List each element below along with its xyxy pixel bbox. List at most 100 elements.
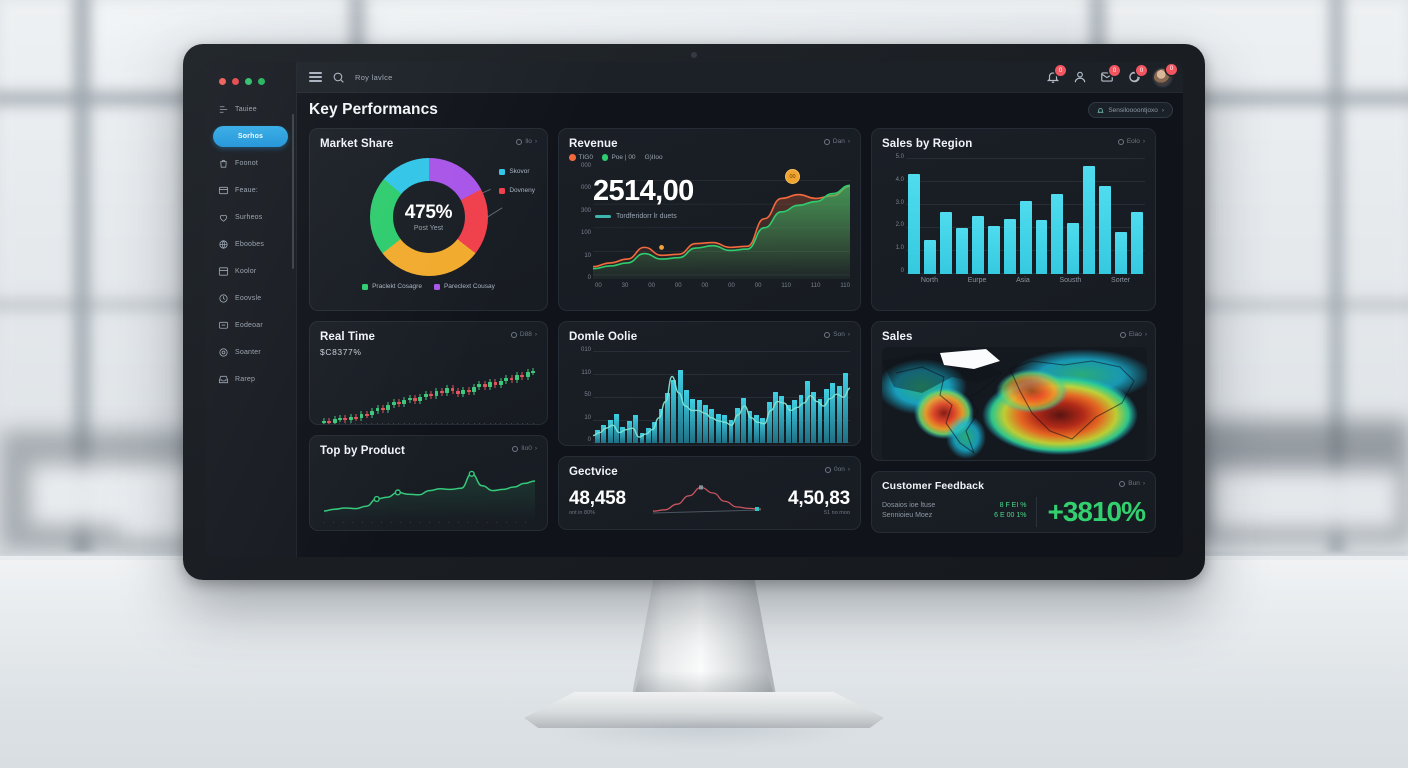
bar[interactable] — [664, 393, 670, 443]
candle — [498, 371, 503, 423]
sidebar-scrollbar[interactable] — [292, 114, 294, 269]
card-more-button[interactable]: Dan › — [823, 138, 850, 145]
bar[interactable] — [633, 415, 639, 443]
bar[interactable] — [792, 400, 797, 443]
bar[interactable] — [830, 382, 836, 443]
bar[interactable] — [652, 422, 658, 443]
bar[interactable] — [696, 400, 702, 443]
sidebar-item-eboobes[interactable]: Eboobes — [213, 234, 288, 255]
column-right: Sales by Region Eolo › 5.0 4.0 3.0 2.0 1.0 0 — [871, 128, 1156, 533]
bar[interactable] — [779, 396, 785, 443]
bar[interactable] — [1019, 201, 1032, 274]
card-more-button[interactable]: Elao › — [1119, 331, 1147, 338]
bar[interactable] — [939, 212, 952, 274]
zoom-dot[interactable] — [245, 78, 252, 85]
search-input[interactable]: Roy lavlce — [355, 72, 393, 82]
bar[interactable] — [1131, 212, 1144, 274]
sidebar-item-eoovsle[interactable]: Eoovsle — [213, 288, 288, 309]
bar[interactable] — [1115, 232, 1128, 274]
close-dot[interactable] — [219, 78, 226, 85]
page-action-button[interactable]: Sensiloooontjoxo › — [1088, 102, 1173, 118]
chevron-right-icon: › — [1142, 480, 1145, 487]
bar[interactable] — [703, 404, 708, 443]
gridline — [593, 420, 850, 421]
sidebar-item-foonot[interactable]: Foonot — [213, 153, 288, 174]
sidebar-item-eodeoar[interactable]: Eodeoar — [213, 315, 288, 336]
bar[interactable] — [843, 372, 848, 443]
bar[interactable] — [607, 419, 613, 443]
sidebar-item-soanter[interactable]: Soanter — [213, 342, 288, 363]
bar[interactable] — [734, 407, 740, 443]
hamburger-icon[interactable] — [309, 72, 322, 82]
bar[interactable] — [987, 226, 1000, 274]
circle-icon — [823, 138, 830, 145]
chart-marker[interactable]: 00 — [785, 169, 800, 184]
bar[interactable] — [1035, 219, 1048, 274]
bar[interactable] — [760, 418, 766, 443]
card-more-button[interactable]: Eolo › — [1117, 138, 1145, 145]
bar[interactable] — [684, 390, 689, 443]
mail-icon[interactable]: 0 — [1100, 65, 1120, 84]
bar[interactable] — [601, 424, 607, 443]
x-tick: E0 — [843, 445, 850, 446]
bar[interactable] — [677, 369, 683, 443]
bar[interactable] — [747, 410, 753, 443]
bar[interactable] — [715, 413, 721, 443]
bar[interactable] — [766, 401, 772, 443]
bar[interactable] — [798, 394, 804, 443]
bell-icon[interactable]: 0 — [1046, 65, 1066, 84]
sidebar-item-tauiee[interactable]: Tauiee — [213, 99, 288, 120]
avatar[interactable]: 0 — [1154, 63, 1177, 86]
bar[interactable] — [690, 399, 696, 443]
candle-body — [423, 393, 428, 397]
bar[interactable] — [908, 174, 920, 274]
card-more-button[interactable]: Son › — [824, 331, 850, 338]
bar[interactable] — [639, 432, 645, 443]
bar[interactable] — [645, 428, 651, 443]
card-title: Revenue — [569, 138, 618, 150]
sidebar-item-koolor[interactable]: Koolor — [213, 261, 288, 282]
bar[interactable] — [836, 385, 842, 443]
bar[interactable] — [1003, 219, 1016, 274]
minimize-dot[interactable] — [232, 78, 239, 85]
search-icon[interactable] — [332, 71, 345, 84]
card-more-button[interactable]: 0on › — [824, 466, 850, 473]
revenue-inline-legend: Tordferidorr lr duets — [595, 213, 677, 220]
bar[interactable] — [811, 391, 817, 443]
bar[interactable] — [1067, 223, 1080, 274]
extra-dot[interactable] — [258, 78, 265, 85]
bar[interactable] — [658, 409, 664, 443]
card-more-button[interactable]: D88 › — [510, 331, 537, 338]
bar[interactable] — [823, 388, 829, 443]
sidebar-item-sorhos[interactable]: Sorhos — [213, 126, 288, 147]
bar[interactable] — [753, 415, 759, 443]
bar[interactable] — [971, 216, 984, 274]
bar[interactable] — [785, 404, 791, 443]
bar[interactable] — [1051, 194, 1064, 274]
bar[interactable] — [955, 228, 968, 274]
user-icon[interactable] — [1073, 70, 1087, 84]
bar[interactable] — [741, 397, 747, 443]
card-more-button[interactable]: lIo0 › — [512, 445, 537, 452]
bar[interactable] — [626, 421, 632, 443]
card-more-button[interactable]: llo › — [516, 138, 537, 145]
bar[interactable] — [722, 415, 728, 443]
bar[interactable] — [923, 239, 936, 274]
bar[interactable] — [595, 429, 600, 443]
bar[interactable] — [620, 426, 626, 443]
sidebar-item-feaue:[interactable]: Feaue: — [213, 180, 288, 201]
bar[interactable] — [709, 409, 715, 443]
card-more-button[interactable]: Bun › — [1119, 480, 1145, 487]
feedback-row: Dosaios ioe ltuse 8 F EI % — [882, 502, 1026, 509]
sidebar-item-rarep[interactable]: Rarep — [213, 369, 288, 390]
bar[interactable] — [1083, 166, 1096, 274]
tick — [521, 423, 523, 424]
bar[interactable] — [1099, 186, 1112, 274]
sidebar-item-surheos[interactable]: Surheos — [213, 207, 288, 228]
bar[interactable] — [728, 419, 734, 443]
chat-icon[interactable]: 0 — [1127, 65, 1147, 84]
bar[interactable] — [671, 379, 677, 443]
bar[interactable] — [773, 391, 778, 443]
bar[interactable] — [817, 399, 823, 443]
bar[interactable] — [804, 381, 810, 443]
